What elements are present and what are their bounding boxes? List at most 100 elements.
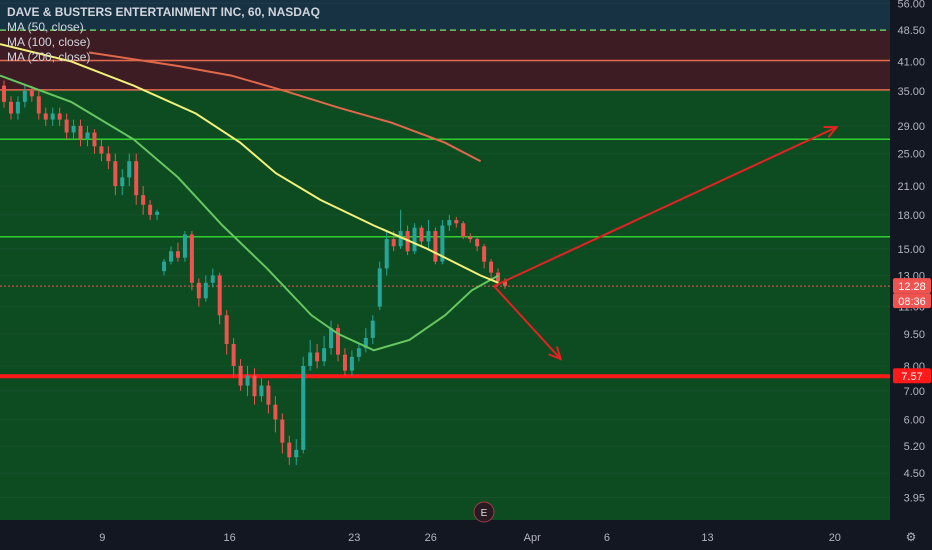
price-tick-label: 7.00 (904, 386, 925, 398)
candle-body[interactable] (454, 220, 459, 224)
candle-body[interactable] (196, 282, 201, 299)
candle-body[interactable] (92, 132, 97, 147)
candle-body[interactable] (175, 251, 180, 258)
arrow-head (823, 126, 839, 138)
candle-body[interactable] (238, 365, 243, 386)
legend-ma200[interactable]: MA (200, close) (7, 50, 91, 64)
legend-ma100[interactable]: MA (100, close) (7, 35, 91, 49)
candle-body[interactable] (113, 161, 118, 187)
candle-body[interactable] (412, 227, 417, 252)
price-axis[interactable] (890, 0, 932, 550)
candle-body[interactable] (57, 113, 62, 120)
candle-body[interactable] (342, 354, 347, 371)
candle-body[interactable] (468, 236, 473, 240)
candle-body[interactable] (8, 101, 13, 114)
candle-body[interactable] (336, 328, 340, 355)
candle-body[interactable] (266, 385, 271, 405)
price-tick-label: 56.00 (897, 0, 925, 10)
candle-body[interactable] (447, 220, 452, 226)
candle-body[interactable] (461, 223, 466, 237)
candle-body[interactable] (43, 113, 48, 120)
candle-body[interactable] (203, 282, 208, 299)
candle-body[interactable] (287, 442, 292, 458)
price-tick-label: 15.00 (897, 244, 925, 256)
candle-body[interactable] (349, 356, 354, 371)
candle-body[interactable] (384, 239, 389, 269)
candle-body[interactable] (329, 328, 334, 349)
candle-body[interactable] (426, 231, 431, 242)
candle-body[interactable] (231, 343, 236, 366)
candle-body[interactable] (259, 385, 264, 397)
legend-ma50[interactable]: MA (50, close) (7, 20, 84, 34)
candle-body[interactable] (224, 315, 229, 344)
time-tick-label: 16 (223, 532, 235, 544)
ma-line-200[interactable] (88, 51, 482, 163)
candle-body[interactable] (440, 225, 445, 262)
candle-body[interactable] (2, 85, 6, 102)
candle-body[interactable] (36, 96, 41, 114)
candle-body[interactable] (155, 211, 160, 215)
candle-body[interactable] (433, 231, 438, 262)
candle-body[interactable] (475, 239, 480, 247)
candle-body[interactable] (106, 153, 111, 162)
candle-body[interactable] (315, 352, 320, 362)
candle-body[interactable] (71, 125, 76, 133)
candle-body[interactable] (419, 227, 424, 242)
candle-body[interactable] (301, 365, 306, 450)
earnings-marker[interactable] (473, 501, 495, 523)
trend-arrow[interactable] (493, 285, 562, 360)
candle-body[interactable] (120, 177, 125, 187)
candle-body[interactable] (496, 272, 501, 282)
arrow-head (548, 346, 563, 361)
candle-body[interactable] (134, 161, 139, 196)
price-tick-label: 6.00 (904, 415, 925, 427)
candle-body[interactable] (162, 261, 167, 272)
candle-body[interactable] (217, 275, 222, 316)
candle-body[interactable] (169, 251, 173, 262)
candle-body[interactable] (85, 132, 90, 140)
trend-arrow[interactable] (493, 126, 838, 287)
time-tick-label: Apr (524, 532, 541, 544)
candle-body[interactable] (210, 275, 215, 283)
settings-icon[interactable]: ⚙ (906, 530, 917, 544)
candle-body[interactable] (50, 113, 55, 120)
candle-body[interactable] (245, 375, 250, 386)
candle-body[interactable] (482, 246, 487, 262)
countdown-badge: 08:36 (898, 296, 926, 308)
time-axis[interactable] (0, 520, 932, 550)
earnings-marker-label: E (481, 508, 488, 519)
candle-body[interactable] (15, 101, 20, 114)
time-tick-label: 26 (425, 532, 437, 544)
candle-body[interactable] (363, 337, 368, 349)
candle-body[interactable] (127, 161, 132, 178)
candle-body[interactable] (391, 239, 396, 247)
candle-body[interactable] (398, 231, 403, 247)
candle-body[interactable] (189, 234, 194, 283)
candle-body[interactable] (489, 261, 494, 273)
candle-body[interactable] (273, 404, 278, 420)
ma-line-100[interactable] (0, 43, 499, 284)
candle-body[interactable] (294, 449, 299, 458)
candle-body[interactable] (99, 146, 104, 154)
candle-body[interactable] (503, 281, 507, 286)
candle-body[interactable] (252, 375, 257, 397)
countdown-badge-bg (893, 293, 931, 309)
candle-body[interactable] (29, 90, 34, 97)
candle-body[interactable] (148, 204, 153, 215)
ma-line-50[interactable] (0, 74, 499, 352)
candle-body[interactable] (78, 125, 83, 140)
candle-body[interactable] (64, 119, 69, 133)
candle-body[interactable] (182, 234, 187, 258)
candle-body[interactable] (370, 320, 375, 338)
candle-body[interactable] (141, 195, 146, 205)
candle-body[interactable] (377, 268, 382, 307)
candle-body[interactable] (308, 352, 313, 366)
candle-body[interactable] (322, 348, 327, 362)
candle-body[interactable] (356, 348, 361, 357)
candle-body[interactable] (280, 419, 285, 443)
last-price-badge: 12.28 (898, 281, 926, 293)
time-tick-label: 9 (99, 532, 105, 544)
price-tick-label: 35.00 (897, 86, 925, 98)
candle-body[interactable] (22, 90, 27, 102)
